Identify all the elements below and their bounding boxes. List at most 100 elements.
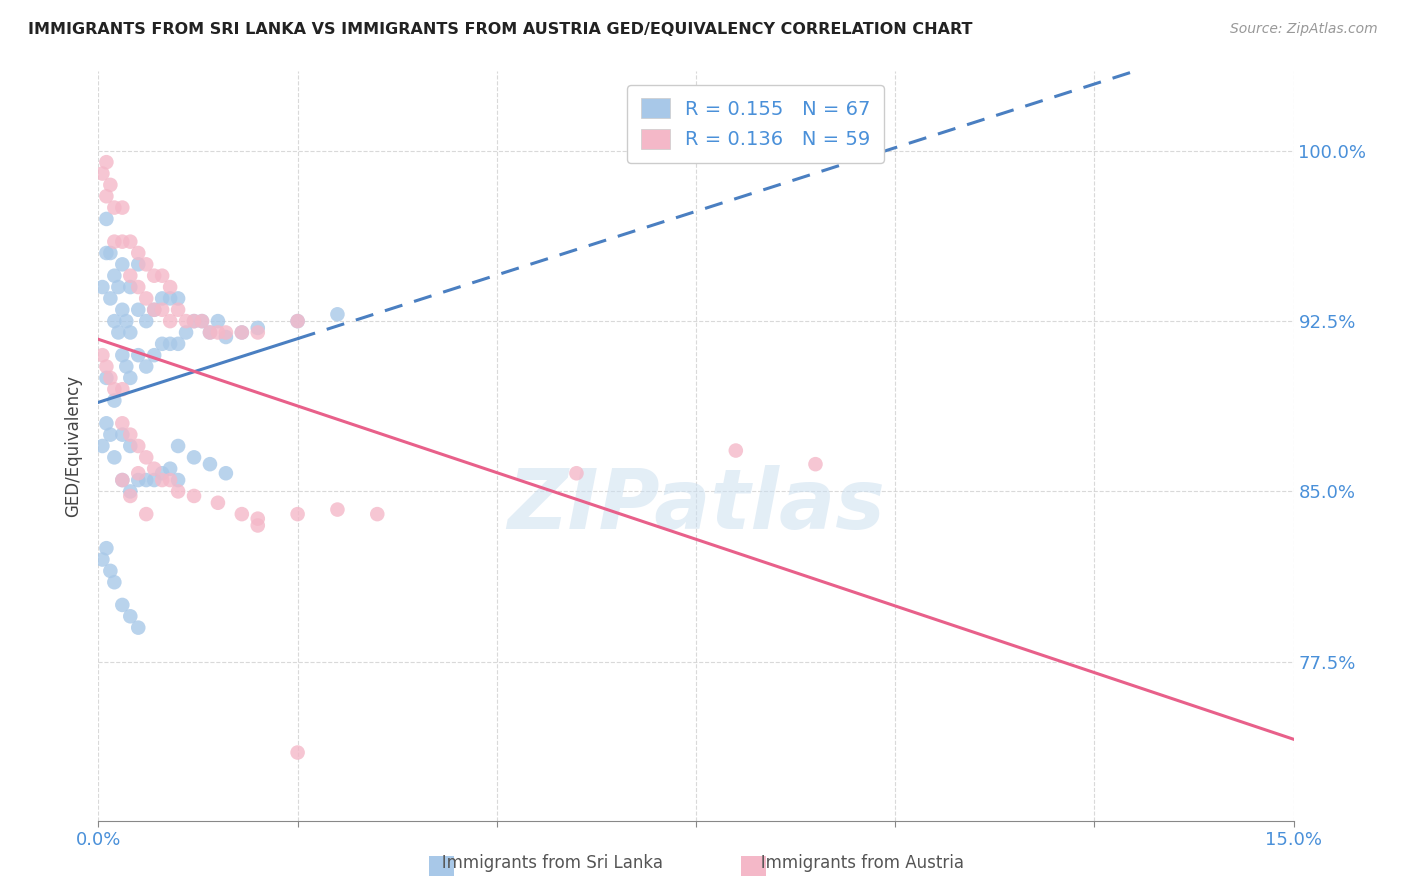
Point <box>287 314 309 328</box>
Point <box>103 201 125 215</box>
Point <box>127 302 149 317</box>
Point <box>103 393 125 408</box>
Point <box>183 450 205 465</box>
Point <box>174 326 197 340</box>
Point <box>98 292 122 306</box>
Text: ZIPatlas: ZIPatlas <box>508 466 884 547</box>
Point <box>326 502 349 516</box>
Point <box>127 257 149 271</box>
Point <box>198 326 221 340</box>
Point <box>159 473 181 487</box>
Point <box>191 314 214 328</box>
Point <box>120 235 142 249</box>
Point <box>724 443 747 458</box>
Point <box>167 336 190 351</box>
Point <box>215 330 238 344</box>
Point <box>183 489 205 503</box>
Point <box>111 257 134 271</box>
Point <box>98 178 122 192</box>
Point <box>111 235 134 249</box>
Point <box>96 359 118 374</box>
Y-axis label: GED/Equivalency: GED/Equivalency <box>65 375 83 517</box>
Point <box>120 280 142 294</box>
Point <box>246 326 269 340</box>
Point <box>91 552 114 566</box>
Point <box>96 541 118 556</box>
Point <box>167 484 190 499</box>
Point <box>150 292 173 306</box>
Text: Source: ZipAtlas.com: Source: ZipAtlas.com <box>1230 22 1378 37</box>
Point <box>103 314 125 328</box>
Point <box>120 489 142 503</box>
Point <box>159 280 181 294</box>
Point <box>804 457 827 471</box>
Point <box>150 302 173 317</box>
Point <box>143 302 166 317</box>
Point <box>115 359 138 374</box>
Point <box>120 326 142 340</box>
Point <box>135 507 157 521</box>
Point <box>91 280 114 294</box>
Point <box>111 382 134 396</box>
Point <box>167 473 190 487</box>
Text: Immigrants from Austria: Immigrants from Austria <box>724 855 963 872</box>
Point <box>135 292 157 306</box>
Point <box>150 336 173 351</box>
Point <box>96 211 118 226</box>
Point <box>143 473 166 487</box>
Point <box>96 155 118 169</box>
Point <box>98 564 122 578</box>
Point <box>159 461 181 475</box>
Point <box>103 450 125 465</box>
Point <box>135 257 157 271</box>
Point <box>127 439 149 453</box>
Point <box>135 473 157 487</box>
Point <box>143 348 166 362</box>
Point <box>91 167 114 181</box>
Point <box>143 268 166 283</box>
Point <box>150 473 173 487</box>
Point <box>135 314 157 328</box>
Point <box>127 473 149 487</box>
Point <box>91 348 114 362</box>
Point <box>565 467 588 481</box>
Point <box>207 496 229 510</box>
Point <box>127 467 149 481</box>
Point <box>127 348 149 362</box>
Text: Immigrants from Sri Lanka: Immigrants from Sri Lanka <box>405 855 664 872</box>
Point <box>111 427 134 442</box>
Point <box>127 621 149 635</box>
Point <box>98 427 122 442</box>
Point <box>143 302 166 317</box>
Point <box>215 467 238 481</box>
Point <box>207 326 229 340</box>
Point <box>159 336 181 351</box>
Point <box>111 598 134 612</box>
Legend: R = 0.155   N = 67, R = 0.136   N = 59: R = 0.155 N = 67, R = 0.136 N = 59 <box>627 85 884 163</box>
Point <box>96 246 118 260</box>
Point <box>111 302 134 317</box>
Point <box>167 439 190 453</box>
Point <box>120 268 142 283</box>
Point <box>111 348 134 362</box>
Point <box>207 314 229 328</box>
Point <box>111 417 134 431</box>
Point <box>246 321 269 335</box>
Point <box>231 507 253 521</box>
Point <box>246 518 269 533</box>
Point <box>103 235 125 249</box>
Point <box>183 314 205 328</box>
Point <box>111 473 134 487</box>
Point <box>120 484 142 499</box>
Point <box>120 439 142 453</box>
Point <box>115 314 138 328</box>
Point <box>143 461 166 475</box>
Text: IMMIGRANTS FROM SRI LANKA VS IMMIGRANTS FROM AUSTRIA GED/EQUIVALENCY CORRELATION: IMMIGRANTS FROM SRI LANKA VS IMMIGRANTS … <box>28 22 973 37</box>
Point <box>135 359 157 374</box>
Point <box>191 314 214 328</box>
Point <box>150 467 173 481</box>
Point <box>111 473 134 487</box>
Point <box>287 746 309 760</box>
Point <box>159 314 181 328</box>
Point <box>231 326 253 340</box>
